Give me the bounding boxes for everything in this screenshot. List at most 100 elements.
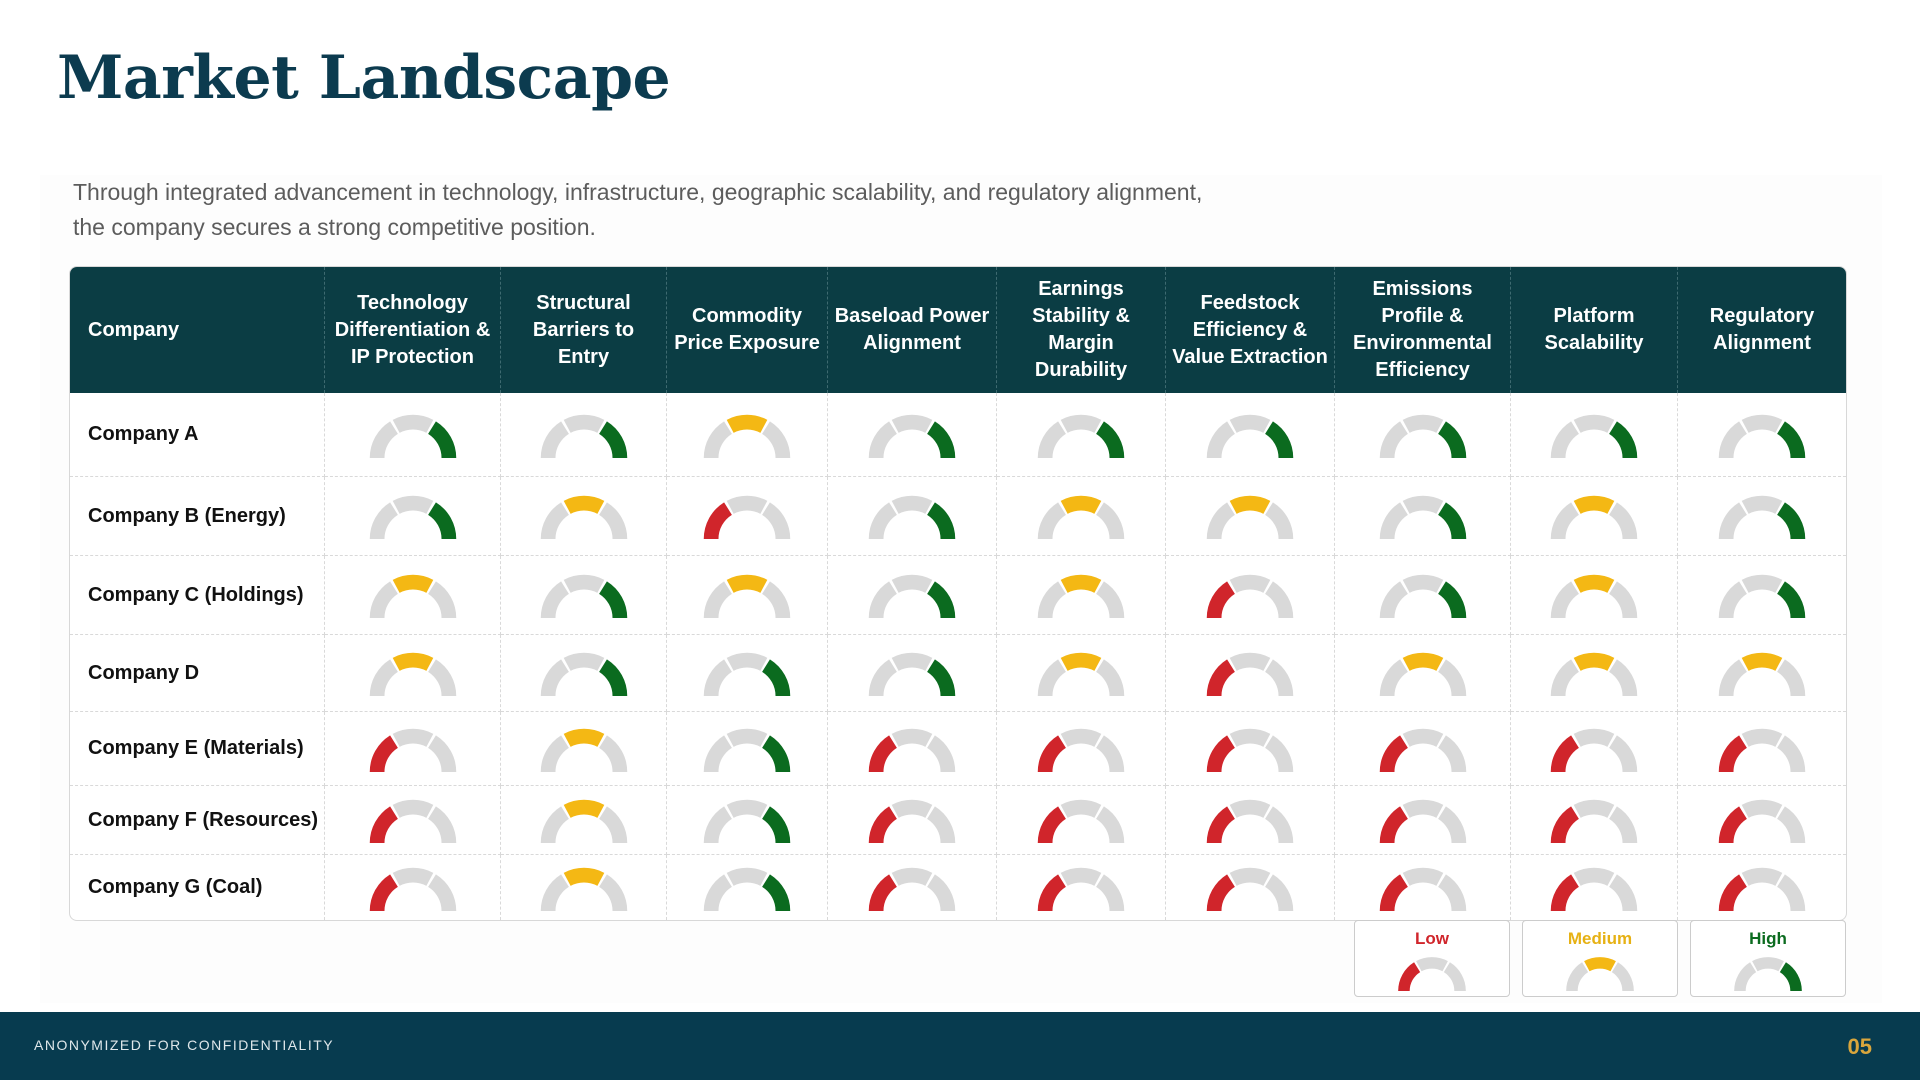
gauge-segment-high bbox=[1096, 806, 1125, 843]
rating-cell bbox=[1166, 635, 1335, 712]
rating-gauge-icon bbox=[1037, 574, 1125, 618]
gauge-segment-low bbox=[868, 659, 897, 696]
gauge-segment-low bbox=[369, 806, 398, 843]
gauge-segment-high bbox=[1609, 420, 1638, 458]
rating-cell bbox=[501, 712, 667, 786]
rating-gauge-icon bbox=[1379, 414, 1466, 458]
gauge-segment-medium bbox=[1741, 414, 1783, 433]
rating-cell bbox=[1511, 786, 1678, 855]
gauge-segment-medium bbox=[392, 799, 433, 818]
gauge-segment-low bbox=[703, 420, 732, 458]
gauge-segment-high bbox=[598, 502, 627, 539]
gauge-segment-medium bbox=[891, 414, 933, 433]
rating-cell bbox=[997, 556, 1166, 635]
gauge-segment-high bbox=[1777, 659, 1806, 696]
gauge-segment-high bbox=[598, 873, 627, 911]
gauge-segment-medium bbox=[1573, 799, 1615, 818]
gauge-segment-high bbox=[927, 581, 956, 618]
gauge-segment-low bbox=[1379, 502, 1408, 539]
gauge-segment-medium bbox=[1229, 867, 1271, 886]
gauge-segment-low bbox=[1037, 734, 1066, 772]
gauge-segment-low bbox=[1550, 806, 1579, 843]
page-title: Market Landscape bbox=[57, 43, 671, 113]
gauge-segment-medium bbox=[392, 414, 433, 433]
gauge-segment-low bbox=[868, 581, 897, 618]
rating-gauge-icon bbox=[540, 728, 627, 772]
gauge-segment-low bbox=[703, 502, 732, 539]
rating-gauge-icon bbox=[703, 495, 791, 539]
rating-cell bbox=[501, 855, 667, 920]
gauge-segment-high bbox=[598, 806, 627, 843]
rating-cell bbox=[1335, 786, 1511, 855]
rating-gauge-icon bbox=[1718, 495, 1806, 539]
gauge-segment-low bbox=[1379, 806, 1408, 843]
gauge-segment-medium bbox=[726, 652, 768, 671]
rating-gauge-icon bbox=[1037, 867, 1125, 911]
rating-gauge-icon bbox=[540, 495, 627, 539]
gauge-segment-low bbox=[1398, 962, 1421, 991]
gauge-segment-high bbox=[762, 734, 791, 772]
gauge-segment-medium bbox=[726, 574, 768, 593]
gauge-segment-medium bbox=[1573, 414, 1615, 433]
rating-cell bbox=[325, 393, 501, 477]
gauge-segment-high bbox=[927, 502, 956, 539]
rating-gauge-icon bbox=[1206, 867, 1294, 911]
legend-low: Low bbox=[1354, 920, 1510, 997]
rating-cell bbox=[1678, 855, 1846, 920]
gauge-segment-low bbox=[369, 420, 398, 458]
rating-gauge-icon bbox=[703, 799, 791, 843]
rating-gauge-icon bbox=[703, 414, 791, 458]
rating-cell bbox=[828, 635, 997, 712]
rating-cell bbox=[667, 556, 828, 635]
gauge-segment-high bbox=[1265, 806, 1294, 843]
column-header: Baseload Power Alignment bbox=[828, 267, 997, 393]
gauge-segment-low bbox=[1550, 659, 1579, 696]
rating-gauge-icon bbox=[1379, 728, 1466, 772]
gauge-segment-low bbox=[1206, 502, 1235, 539]
rating-cell bbox=[325, 556, 501, 635]
gauge-segment-high bbox=[762, 420, 791, 458]
gauge-segment-high bbox=[1265, 581, 1294, 618]
legend-low-label: Low bbox=[1415, 929, 1449, 948]
gauge-segment-medium bbox=[726, 867, 768, 886]
gauge-segment-medium bbox=[1060, 652, 1102, 671]
gauge-segment-low bbox=[868, 420, 897, 458]
rating-cell bbox=[1166, 393, 1335, 477]
rating-gauge-icon bbox=[1379, 799, 1466, 843]
gauge-segment-low bbox=[1206, 581, 1235, 618]
rating-gauge-icon bbox=[868, 867, 956, 911]
rating-gauge-icon bbox=[703, 867, 791, 911]
column-header: Earnings Stability & Margin Durability bbox=[997, 267, 1166, 393]
rating-gauge-icon bbox=[540, 799, 627, 843]
gauge-segment-low bbox=[369, 873, 398, 911]
rating-cell bbox=[1511, 393, 1678, 477]
rating-gauge-icon bbox=[1037, 799, 1125, 843]
gauge-segment-high bbox=[1437, 581, 1466, 618]
gauge-segment-low bbox=[540, 806, 569, 843]
rating-cell bbox=[501, 786, 667, 855]
gauge-segment-medium bbox=[1573, 728, 1615, 747]
gauge-segment-medium bbox=[1416, 957, 1448, 972]
rating-cell bbox=[997, 477, 1166, 556]
rating-gauge-icon bbox=[1037, 414, 1125, 458]
gauge-segment-medium bbox=[1573, 867, 1615, 886]
rating-cell bbox=[1511, 477, 1678, 556]
gauge-segment-medium bbox=[1741, 495, 1783, 514]
gauge-segment-high bbox=[1777, 502, 1806, 539]
rating-gauge-icon bbox=[1379, 652, 1466, 696]
gauge-segment-medium bbox=[563, 414, 604, 433]
legend-medium: Medium bbox=[1522, 920, 1678, 997]
gauge-segment-low bbox=[1206, 420, 1235, 458]
rating-gauge-icon bbox=[369, 574, 456, 618]
gauge-segment-medium bbox=[1741, 867, 1783, 886]
rating-gauge-icon bbox=[369, 799, 456, 843]
gauge-segment-high bbox=[1265, 502, 1294, 539]
rating-gauge-icon bbox=[1206, 574, 1294, 618]
gauge-segment-high bbox=[598, 420, 627, 458]
gauge-segment-high bbox=[1437, 734, 1466, 772]
gauge-segment-high bbox=[927, 659, 956, 696]
gauge-segment-high bbox=[1437, 502, 1466, 539]
gauge-segment-medium bbox=[726, 495, 768, 514]
rating-gauge-icon bbox=[369, 652, 456, 696]
gauge-segment-high bbox=[1609, 581, 1638, 618]
